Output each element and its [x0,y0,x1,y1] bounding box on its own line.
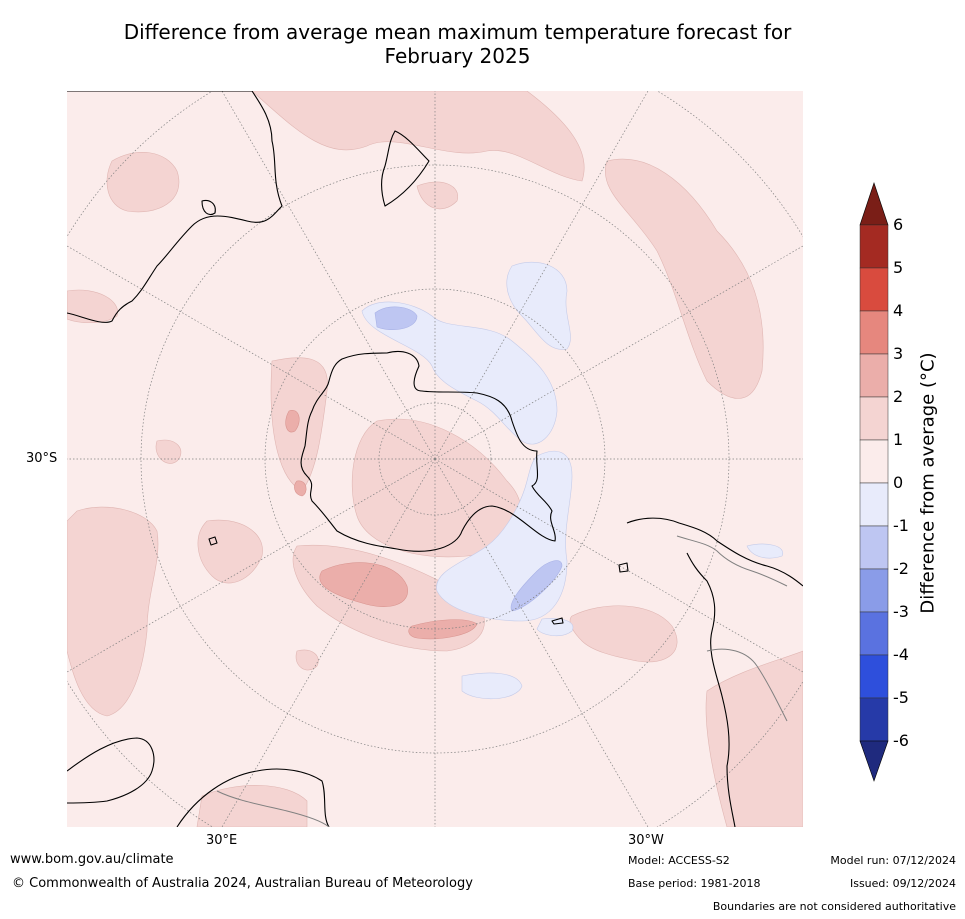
country-borders [216,535,788,827]
colorbar-tick-label: -5 [893,688,909,707]
boundaries-disclaimer: Boundaries are not considered authoritat… [712,900,956,913]
strong-warm-regions [285,410,478,640]
longitude-label-30w: 30°W [628,833,664,848]
title-line-1: Difference from average mean maximum tem… [123,20,792,44]
chart-title: Difference from average mean maximum tem… [60,20,855,68]
colorbar-tick-label: -6 [893,731,909,750]
colorbar [859,182,889,782]
colorbar-segment [859,439,889,484]
strong-cool-regions [374,306,563,612]
polar-map [67,91,803,827]
colorbar-tick-label: 5 [893,258,904,277]
colorbar-tick-label: 4 [893,301,904,320]
colorbar-segment [859,697,889,742]
title-line-2: February 2025 [384,44,531,68]
colorbar-tick-label: 3 [893,344,904,363]
south-america-coast [626,517,803,827]
kerguelen-coast [208,536,218,546]
colorbar-tick-label: 6 [893,215,904,234]
colorbar-segment [859,396,889,441]
coastlines [67,91,803,827]
new-zealand-coast [381,130,430,207]
falklands-coast [618,562,629,573]
model-name: Model: ACCESS-S2 [628,854,730,867]
colorbar-segment [859,267,889,312]
model-run-date: Model run: 07/12/2024 [830,854,956,867]
colorbar-segment [859,353,889,398]
colorbar-segment [859,525,889,570]
colorbar-tick-label: 1 [893,430,904,449]
issued-date: Issued: 09/12/2024 [849,877,956,890]
base-period: Base period: 1981-2018 [628,877,761,890]
copyright-text: © Commonwealth of Australia 2024, Austra… [12,876,473,891]
longitude-label-30e: 30°E [206,833,238,848]
colorbar-segment [859,482,889,527]
website-link[interactable]: www.bom.gov.au/climate [10,852,174,867]
colorbar-tick-label: 2 [893,387,904,406]
warm-anomaly-regions [67,91,803,827]
antarctica-coast [300,350,556,552]
colorbar-tick-label: 0 [893,473,904,492]
south-georgia-coast [551,617,564,625]
graticule [67,91,803,827]
colorbar-label: Difference from average (°C) [917,352,939,614]
colorbar-tick-label: -1 [893,516,909,535]
colorbar-segment [859,568,889,613]
colorbar-tick-label: -2 [893,559,909,578]
latitude-label-30s: 30°S [26,451,58,466]
tasmania-coast [201,199,216,216]
colorbar-tick-label: -4 [893,645,909,664]
colorbar-under-arrow [859,740,889,782]
colorbar-over-arrow [859,182,889,226]
africa-coast [67,737,330,827]
colorbar-segment [859,654,889,699]
colorbar-segment [859,310,889,355]
australia-coast [67,91,283,323]
colorbar-tick-label: -3 [893,602,909,621]
colorbar-segment [859,611,889,656]
colorbar-segment [859,224,889,269]
